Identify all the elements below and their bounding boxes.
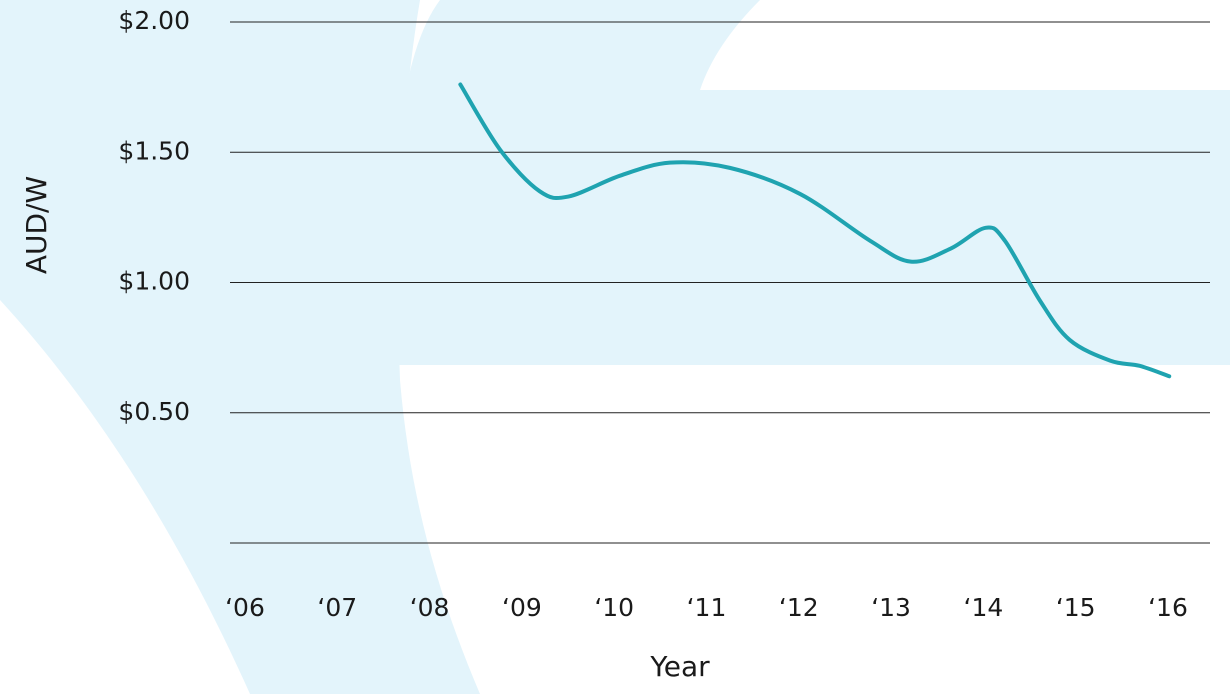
x-tick-label: ‘07 bbox=[317, 593, 357, 622]
y-axis-title: AUD/W bbox=[20, 176, 53, 274]
y-tick-label: $0.50 bbox=[118, 397, 190, 426]
x-tick-label: ‘11 bbox=[687, 593, 727, 622]
y-tick-label: $1.50 bbox=[118, 136, 190, 165]
x-tick-label: ‘15 bbox=[1056, 593, 1096, 622]
x-tick-label: ‘09 bbox=[502, 593, 542, 622]
x-tick-label: ‘12 bbox=[779, 593, 819, 622]
background-shapes bbox=[0, 0, 1230, 694]
x-tick-label: ‘08 bbox=[410, 593, 450, 622]
chart: Year AUD/W $0.50 $1.00 $1.50 $2.00 ‘06 ‘07 ‘08… bbox=[0, 0, 1230, 694]
x-tick-label: ‘13 bbox=[871, 593, 911, 622]
y-tick-label: $2.00 bbox=[118, 6, 190, 35]
x-tick-label: ‘14 bbox=[964, 593, 1004, 622]
x-tick-label: ‘10 bbox=[594, 593, 634, 622]
x-tick-label: ‘06 bbox=[225, 593, 265, 622]
y-tick-label: $1.00 bbox=[118, 267, 190, 296]
page: {"chart_data": {"type": "line", "x_label… bbox=[0, 0, 1230, 694]
bg-shape bbox=[395, 0, 1230, 365]
x-axis-title: Year bbox=[649, 650, 710, 683]
x-tick-label: ‘16 bbox=[1148, 593, 1188, 622]
